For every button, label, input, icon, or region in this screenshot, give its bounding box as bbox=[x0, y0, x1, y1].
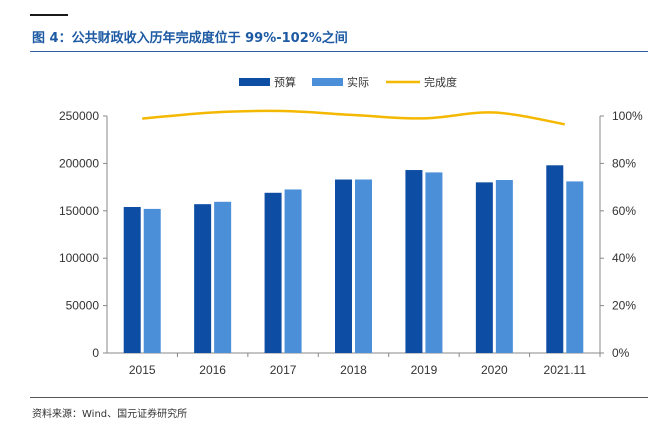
x-tick-label: 2016 bbox=[199, 363, 226, 377]
bar-actual bbox=[355, 179, 372, 353]
bar-actual bbox=[566, 181, 584, 353]
title-rule bbox=[30, 51, 648, 52]
y-tick-label-left: 150000 bbox=[59, 204, 99, 218]
bar-budget bbox=[546, 165, 564, 353]
bar-actual bbox=[425, 172, 443, 353]
tick-labels: 0 50000 100000 150000 200000 250000 0% 20% 40% 60… bbox=[59, 109, 643, 377]
bottom-rule bbox=[30, 397, 648, 398]
top-rule bbox=[30, 14, 68, 16]
x-tick-label: 2019 bbox=[411, 363, 438, 377]
bar-actual bbox=[495, 179, 513, 353]
bar-budget bbox=[405, 170, 423, 353]
completion-line bbox=[142, 109, 565, 126]
y-tick-label-left: 0 bbox=[92, 346, 99, 360]
y-tick-label-right: 0% bbox=[612, 346, 630, 360]
bar-budget bbox=[123, 207, 141, 353]
bar-budget bbox=[194, 204, 212, 353]
legend-budget-label: 预算 bbox=[274, 75, 296, 89]
bar-budget bbox=[335, 179, 352, 353]
y-tick-label-left: 100000 bbox=[59, 251, 99, 265]
x-tick-label: 2015 bbox=[129, 363, 156, 377]
x-tick-label: 2020 bbox=[481, 363, 508, 377]
figure-title: 图 4：公共财政收入历年完成度位于 99%-102%之间 bbox=[32, 31, 348, 46]
legend-actual-label: 实际 bbox=[347, 75, 369, 89]
completion-line-group bbox=[142, 109, 565, 126]
y-tick-label-left: 250000 bbox=[59, 109, 99, 123]
y-tick-label-right: 100% bbox=[612, 109, 643, 123]
legend-completion-label: 完成度 bbox=[424, 75, 457, 89]
bar-actual bbox=[284, 189, 302, 353]
x-tick-label: 2018 bbox=[340, 363, 367, 377]
bar-actual bbox=[214, 201, 232, 353]
y-tick-label-right: 60% bbox=[612, 204, 636, 218]
x-tick-label: 2017 bbox=[270, 363, 297, 377]
bars bbox=[123, 165, 584, 353]
y-tick-label-left: 200000 bbox=[59, 156, 99, 170]
y-tick-label-right: 20% bbox=[612, 299, 636, 313]
y-tick-label-right: 40% bbox=[612, 251, 636, 265]
x-tick-label: 2021.11 bbox=[544, 363, 587, 377]
bar-budget bbox=[475, 182, 493, 353]
legend-budget-swatch bbox=[239, 78, 270, 86]
legend: 预算 实际 完成度 bbox=[239, 75, 457, 89]
source-note: 资料来源：Wind、国元证券研究所 bbox=[32, 409, 188, 420]
y-tick-label-left: 50000 bbox=[66, 299, 100, 313]
y-tick-label-right: 80% bbox=[612, 156, 636, 170]
axes bbox=[103, 115, 604, 357]
bar-budget bbox=[264, 192, 282, 353]
legend-actual-swatch bbox=[312, 78, 343, 86]
bar-actual bbox=[143, 208, 161, 353]
